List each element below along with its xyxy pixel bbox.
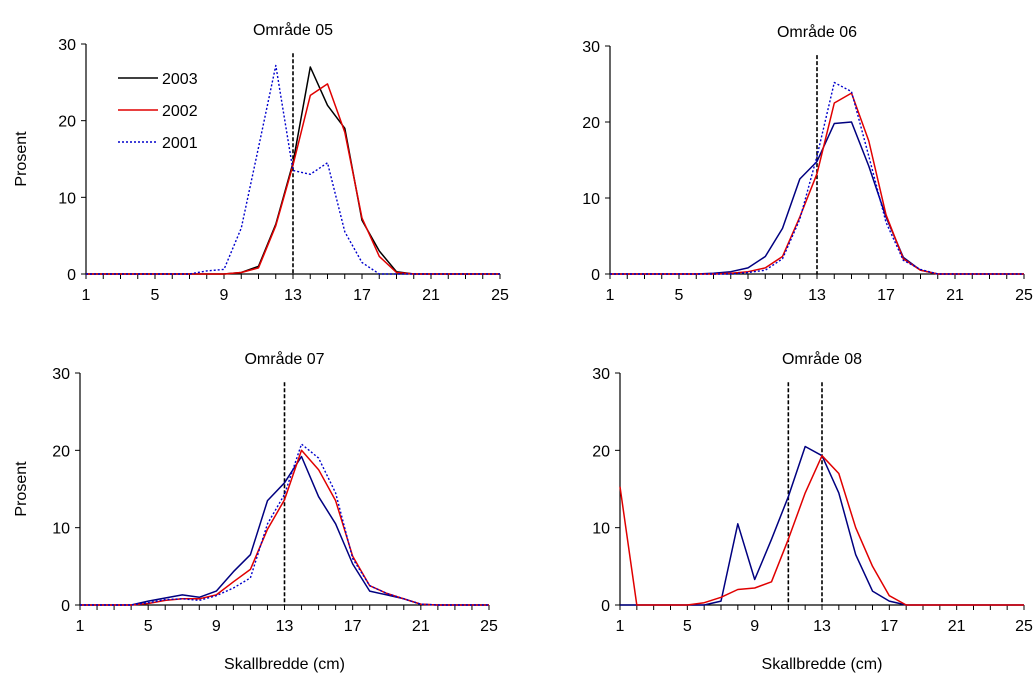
x-tick-label: 17: [880, 618, 898, 635]
x-tick-label: 5: [683, 618, 692, 635]
x-tick-label: 13: [284, 287, 302, 304]
series-line-3: [610, 81, 1024, 275]
y-tick-label: 30: [58, 37, 76, 54]
y-tick-label: 20: [52, 443, 70, 460]
series-line-3: [86, 64, 500, 275]
x-tick-label: 17: [353, 287, 371, 304]
x-axis-label: Skallbredde (cm): [224, 656, 345, 673]
x-tick-label: 17: [877, 287, 895, 304]
panel-title: Område 08: [782, 350, 862, 368]
y-tick-label: 10: [592, 521, 610, 538]
x-tick-label: 17: [344, 618, 362, 635]
y-tick-label: 0: [601, 598, 610, 615]
legend: 2003 2002 2001: [118, 71, 198, 152]
y-tick-label: 30: [582, 39, 600, 56]
x-tick-label: 9: [220, 287, 229, 304]
x-tick-label: 9: [212, 618, 221, 635]
panel-title: Område 07: [244, 350, 324, 368]
series-line-1: [610, 121, 1024, 275]
x-tick-label: 25: [1015, 287, 1033, 304]
series-line-3: [80, 443, 489, 606]
x-tick-label: 25: [480, 618, 498, 635]
x-tick-label: 25: [1015, 618, 1033, 635]
x-tick-label: 21: [422, 287, 440, 304]
y-tick-label: 10: [52, 521, 70, 538]
x-tick-label: 21: [412, 618, 430, 635]
x-axis-label: Skallbredde (cm): [762, 656, 883, 673]
x-tick-label: 21: [946, 287, 964, 304]
legend-label: 2002: [162, 103, 198, 120]
x-tick-label: 9: [744, 287, 753, 304]
x-tick-label: 1: [616, 618, 625, 635]
y-tick-label: 0: [591, 267, 600, 284]
series-line-2: [619, 454, 1024, 606]
y-tick-label: 30: [592, 366, 610, 383]
y-tick-label: 30: [52, 366, 70, 383]
x-tick-label: 5: [675, 287, 684, 304]
y-tick-label: 20: [592, 443, 610, 460]
legend-label: 2003: [162, 71, 198, 88]
y-axis-label: Prosent: [13, 461, 30, 517]
y-tick-label: 20: [58, 114, 76, 131]
panel-3: Område 07 0 10 20 30 1 5 9 13 17 21 25 Prosent Skallb…: [13, 350, 498, 673]
x-tick-label: 13: [276, 618, 294, 635]
panel-4: Område 08 0 10 20 30 1 5 9 13 17 21 25 Skallbredde (…: [592, 350, 1033, 673]
x-tick-label: 13: [813, 618, 831, 635]
y-tick-label: 10: [582, 191, 600, 208]
x-tick-label: 1: [606, 287, 615, 304]
x-tick-label: 25: [491, 287, 509, 304]
panel-2: Område 06 0 10 20 30 1 5 9 13 17 21 25: [582, 23, 1033, 304]
x-tick-label: 1: [82, 287, 91, 304]
series-line-2: [80, 449, 489, 606]
x-tick-label: 13: [808, 287, 826, 304]
y-axis-label: Prosent: [13, 131, 30, 187]
y-tick-label: 10: [58, 190, 76, 207]
y-tick-label: 0: [61, 598, 70, 615]
panel-title: Område 05: [253, 21, 333, 39]
panel-title: Område 06: [777, 23, 857, 41]
x-tick-label: 5: [151, 287, 160, 304]
x-tick-label: 9: [750, 618, 759, 635]
y-tick-label: 0: [67, 267, 76, 284]
x-tick-label: 5: [144, 618, 153, 635]
x-tick-label: 1: [76, 618, 85, 635]
y-tick-label: 20: [582, 115, 600, 132]
legend-label: 2001: [162, 135, 198, 152]
x-tick-label: 21: [948, 618, 966, 635]
